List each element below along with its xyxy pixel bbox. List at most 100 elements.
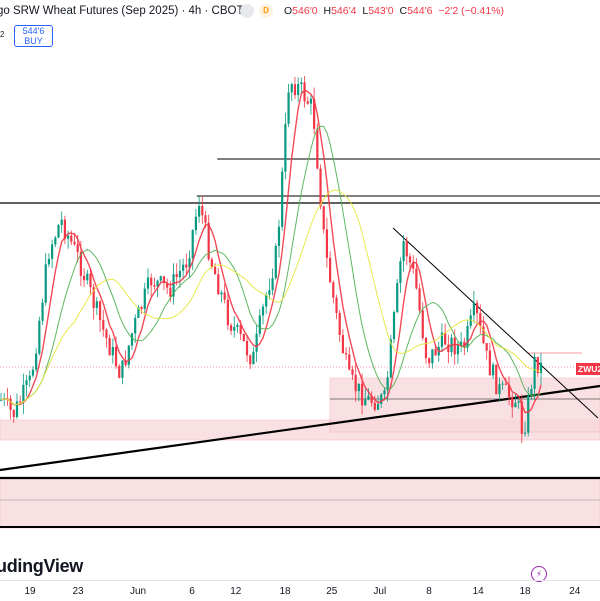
candle-body <box>156 280 159 287</box>
candle-body <box>15 401 19 417</box>
candle-body <box>399 261 402 283</box>
candle-body <box>357 383 360 392</box>
candle-body <box>386 377 389 391</box>
chart-header: go SRW Wheat Futures (Sep 2025) · 4h · C… <box>0 0 600 22</box>
candle-body <box>514 402 517 408</box>
candle-body <box>54 237 57 245</box>
candle-body <box>198 206 201 217</box>
candle-body <box>274 245 277 279</box>
candle-body <box>213 266 217 275</box>
high-value: 546'4 <box>331 5 357 17</box>
candle-body <box>0 399 3 401</box>
candle-body <box>472 302 475 316</box>
close-key: C <box>399 5 408 17</box>
candle-body <box>415 268 418 289</box>
candle-body <box>485 343 488 351</box>
candle-body <box>102 320 105 330</box>
candle-body <box>466 325 469 348</box>
candle-body <box>51 244 54 259</box>
time-axis[interactable]: 19 23 Jun 6 12 18 25 Jul 8 14 18 24 <box>0 580 600 601</box>
candle-body <box>344 353 348 355</box>
candle-body <box>79 252 82 276</box>
candle-body <box>185 264 188 268</box>
candle-body <box>303 82 306 102</box>
candle-body <box>137 307 140 318</box>
candle-body <box>412 262 415 269</box>
tradingview-logo[interactable]: udingView <box>0 556 83 576</box>
candle-body <box>127 345 130 365</box>
candle-body <box>89 273 92 288</box>
candle-body <box>159 276 162 281</box>
candle-body <box>389 339 392 378</box>
candle-body <box>351 369 354 375</box>
candle-body <box>469 315 472 326</box>
lightning-icon[interactable]: ⚡ <box>531 566 547 582</box>
candle-body <box>370 395 373 403</box>
candle-body <box>255 333 258 352</box>
candle-body <box>520 401 523 434</box>
candle-body <box>41 302 44 321</box>
candle-body <box>105 329 108 338</box>
candle-body <box>118 366 121 378</box>
x-tick-label: 8 <box>426 586 432 597</box>
open-key: O <box>284 5 293 17</box>
candle-body <box>108 337 111 356</box>
candle-body <box>19 401 22 403</box>
ma-mid-line[interactable] <box>0 125 542 406</box>
candle-body <box>367 395 370 400</box>
symbol-title[interactable]: go SRW Wheat Futures (Sep 2025) · 4h · C… <box>0 5 244 17</box>
buy-price: 544'6 <box>22 26 45 36</box>
candle-body <box>86 273 89 281</box>
candle-body <box>322 206 325 230</box>
candle-body <box>172 274 175 297</box>
candle-body <box>418 288 421 311</box>
candle-body <box>67 235 70 239</box>
rising-trendline[interactable] <box>0 384 600 472</box>
candle-body <box>440 332 444 347</box>
ma-slow-line[interactable] <box>0 189 542 406</box>
ticker-price-tag: ZWU2 <box>576 363 600 375</box>
candle-body <box>143 288 146 309</box>
candle-body <box>402 241 405 262</box>
candle-body <box>456 345 460 355</box>
change-value: −2'2 (−0.41%) <box>438 5 505 17</box>
candle-body <box>316 128 319 169</box>
candle-body <box>498 384 501 395</box>
buy-button[interactable]: 544'6 BUY <box>14 25 53 47</box>
candle-body <box>28 375 31 381</box>
candle-body <box>162 276 166 283</box>
chart-canvas[interactable] <box>0 0 600 580</box>
candle-body <box>207 222 210 260</box>
candle-body <box>204 215 207 223</box>
candle-body <box>277 226 281 246</box>
falling-trendline[interactable] <box>392 227 599 419</box>
high-key: H <box>323 5 332 17</box>
candle-body <box>300 82 303 85</box>
candle-body <box>150 277 153 286</box>
candle-body <box>140 307 143 309</box>
candle-body <box>424 337 428 359</box>
candle-body <box>332 282 335 298</box>
candle-body <box>434 349 437 356</box>
candle-body <box>447 344 450 353</box>
open-value: 546'0 <box>292 5 318 17</box>
price-chart[interactable] <box>0 0 600 580</box>
candle-body <box>396 282 399 313</box>
candle-body <box>239 324 242 334</box>
ma-fast-line[interactable] <box>0 88 542 414</box>
candle-body <box>82 275 86 281</box>
candle-body <box>313 98 316 129</box>
candle-body <box>360 383 364 406</box>
market-status-icon <box>240 4 254 18</box>
x-tick-label: 25 <box>326 586 338 597</box>
x-tick-label: 6 <box>189 586 195 597</box>
candle-body <box>210 259 213 267</box>
candle-body <box>229 325 233 331</box>
candle-body <box>533 356 536 389</box>
candle-body <box>364 399 367 406</box>
candle-body <box>166 282 169 288</box>
candle-body <box>504 383 507 385</box>
candle-body <box>12 410 15 417</box>
candle-body <box>329 257 332 283</box>
candle-body <box>348 354 351 370</box>
